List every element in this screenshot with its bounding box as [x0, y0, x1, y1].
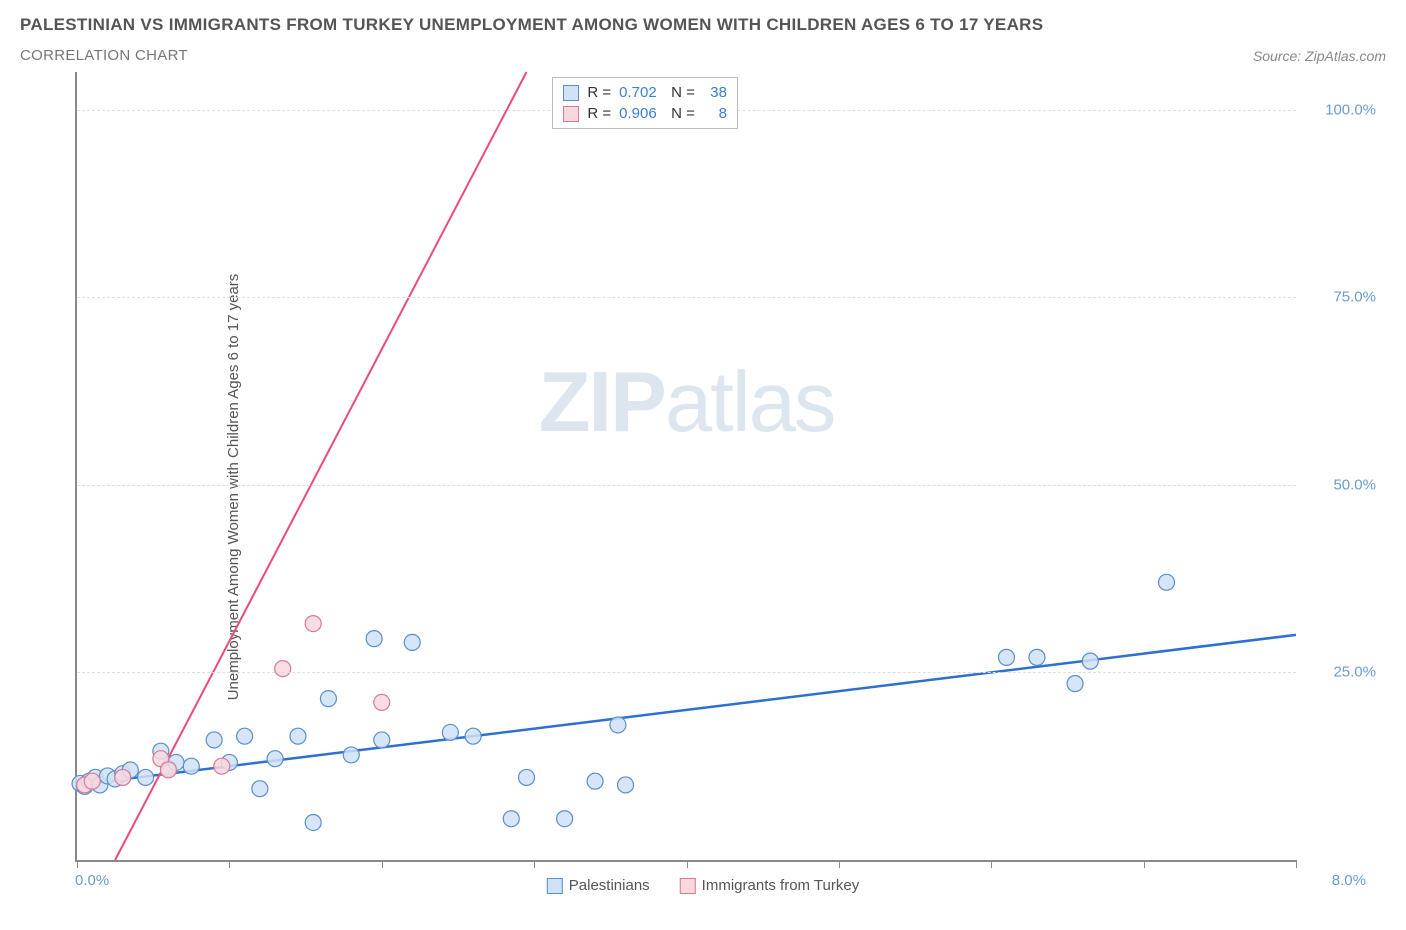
trend-line [115, 72, 526, 860]
trend-line [77, 635, 1296, 785]
stat-label: R = [587, 84, 611, 101]
data-point [305, 616, 321, 632]
data-point [366, 631, 382, 647]
stat-label: N = [671, 84, 695, 101]
legend-item: Palestinians [547, 877, 650, 894]
legend-swatch [680, 878, 696, 894]
data-point [320, 691, 336, 707]
gridline [77, 672, 1296, 673]
chart-legend: Palestinians Immigrants from Turkey [547, 877, 859, 894]
data-point [206, 732, 222, 748]
y-tick-label: 100.0% [1306, 101, 1376, 118]
gridline [77, 297, 1296, 298]
data-point [1067, 676, 1083, 692]
data-point [519, 769, 535, 785]
data-point [1029, 649, 1045, 665]
stat-label: R = [587, 105, 611, 122]
data-point [465, 728, 481, 744]
data-point [404, 634, 420, 650]
x-tick [1296, 860, 1297, 868]
n-value: 8 [703, 105, 727, 122]
data-point [237, 728, 253, 744]
source-attribution: Source: ZipAtlas.com [1253, 48, 1386, 64]
data-point [252, 781, 268, 797]
data-point [618, 777, 634, 793]
data-point [503, 811, 519, 827]
x-tick [382, 860, 383, 868]
x-tick [991, 860, 992, 868]
data-point [374, 694, 390, 710]
x-tick [77, 860, 78, 868]
data-point [305, 814, 321, 830]
x-tick [839, 860, 840, 868]
r-value: 0.702 [619, 84, 663, 101]
chart-svg-layer [77, 72, 1296, 860]
page-subtitle: CORRELATION CHART [20, 47, 188, 64]
correlation-chart: Unemployment Among Women with Children A… [20, 72, 1386, 902]
data-point [1158, 574, 1174, 590]
data-point [267, 751, 283, 767]
x-tick [687, 860, 688, 868]
y-tick-label: 75.0% [1306, 289, 1376, 306]
data-point [290, 728, 306, 744]
x-axis-max: 8.0% [1332, 872, 1366, 889]
y-tick-label: 25.0% [1306, 664, 1376, 681]
x-tick [229, 860, 230, 868]
x-tick [534, 860, 535, 868]
x-tick [1144, 860, 1145, 868]
page-title: PALESTINIAN VS IMMIGRANTS FROM TURKEY UN… [20, 15, 1386, 35]
legend-swatch [563, 85, 579, 101]
data-point [115, 769, 131, 785]
data-point [610, 717, 626, 733]
correlation-stats-box: R = 0.702 N = 38 R = 0.906 N = 8 [552, 77, 738, 129]
data-point [275, 661, 291, 677]
data-point [160, 762, 176, 778]
correlation-row: R = 0.702 N = 38 [563, 82, 727, 103]
legend-label: Palestinians [569, 877, 650, 894]
legend-swatch [563, 106, 579, 122]
r-value: 0.906 [619, 105, 663, 122]
legend-label: Immigrants from Turkey [702, 877, 860, 894]
data-point [587, 773, 603, 789]
stat-label: N = [671, 105, 695, 122]
y-tick-label: 50.0% [1306, 476, 1376, 493]
data-point [374, 732, 390, 748]
correlation-row: R = 0.906 N = 8 [563, 103, 727, 124]
data-point [1082, 653, 1098, 669]
data-point [343, 747, 359, 763]
data-point [183, 758, 199, 774]
x-axis-min: 0.0% [75, 872, 109, 889]
data-point [998, 649, 1014, 665]
data-point [138, 769, 154, 785]
data-point [84, 773, 100, 789]
data-point [214, 758, 230, 774]
gridline [77, 485, 1296, 486]
legend-item: Immigrants from Turkey [680, 877, 860, 894]
plot-area: ZIPatlas R =0.702N =38R =0.906N =8 25.0%… [75, 72, 1296, 862]
legend-swatch [547, 878, 563, 894]
data-point [557, 811, 573, 827]
data-point [442, 724, 458, 740]
n-value: 38 [703, 84, 727, 101]
header: PALESTINIAN VS IMMIGRANTS FROM TURKEY UN… [20, 15, 1386, 64]
